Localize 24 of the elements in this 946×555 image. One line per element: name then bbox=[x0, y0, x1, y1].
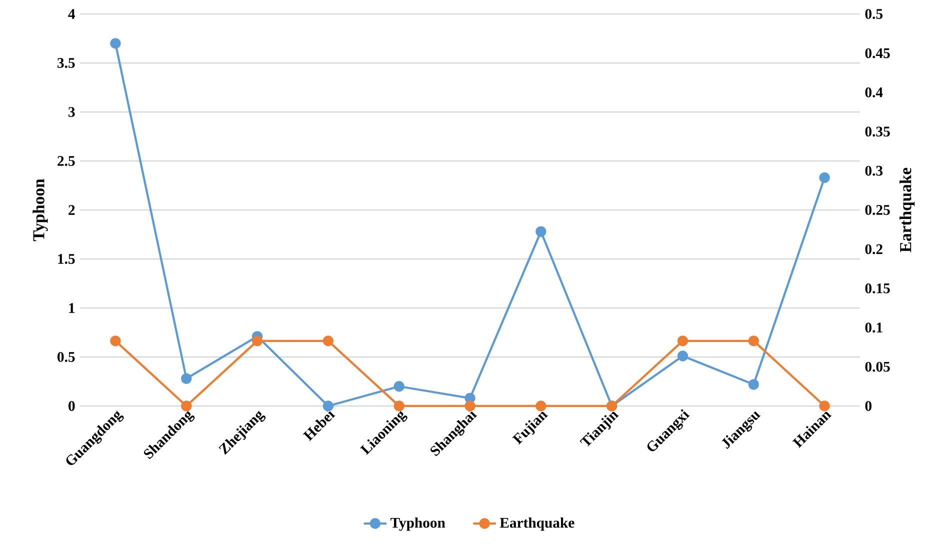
y2-tick-label: 0.1 bbox=[865, 322, 882, 333]
y-tick-label: 3.5 bbox=[58, 58, 75, 68]
y-tick-label: 3 bbox=[68, 107, 75, 117]
y-tick-label: 2 bbox=[68, 205, 75, 215]
legend-label: Typhoon bbox=[390, 517, 446, 531]
y-tick-label: 1.5 bbox=[58, 254, 75, 264]
y2-tick-label: 0.35 bbox=[865, 126, 890, 137]
y2-tick-label: 0.45 bbox=[865, 48, 890, 58]
y-tick-label: 2.5 bbox=[58, 156, 75, 166]
y-tick-label: 0.5 bbox=[58, 352, 75, 362]
legend-label: Earthquake bbox=[500, 517, 574, 531]
y-tick-label: 0 bbox=[68, 401, 75, 411]
y-tick-label: 1 bbox=[69, 303, 75, 313]
y-axis-title: Typhoon bbox=[32, 178, 48, 242]
y2-tick-label: 0 bbox=[865, 401, 872, 411]
y2-axis-title: Earthquake bbox=[900, 168, 915, 252]
y2-tick-label: 0.15 bbox=[865, 283, 890, 294]
y-tick-label: 4 bbox=[68, 9, 76, 19]
y2-tick-label: 0.5 bbox=[865, 9, 883, 19]
y2-tick-label: 0.05 bbox=[865, 362, 890, 372]
y2-tick-label: 0.25 bbox=[865, 205, 890, 215]
y2-tick-label: 0.2 bbox=[865, 244, 882, 254]
y2-tick-label: 0.3 bbox=[865, 166, 883, 176]
y2-tick-label: 0.4 bbox=[865, 87, 883, 98]
